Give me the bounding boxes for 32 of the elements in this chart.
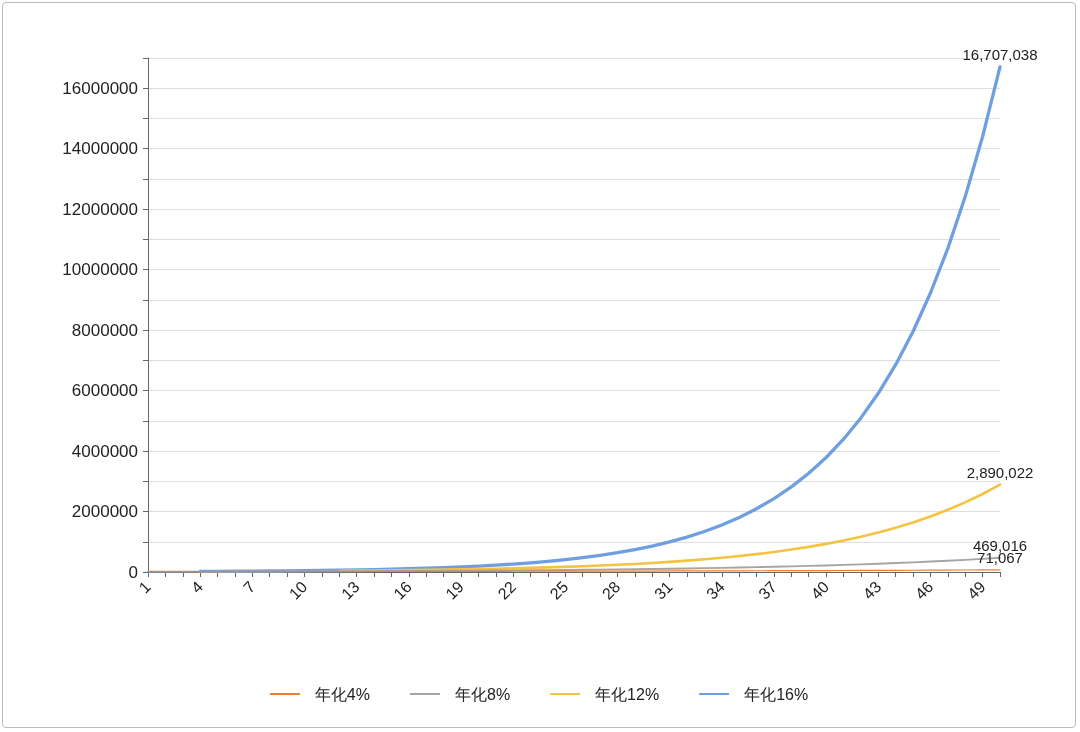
data-label: 2,890,022 — [966, 463, 1034, 481]
x-tick-label: 37 — [755, 577, 781, 603]
x-tick-label: 19 — [442, 577, 468, 603]
x-tick-label: 43 — [859, 577, 885, 603]
y-tick-label: 2000000 — [71, 502, 138, 522]
x-tick-label: 49 — [964, 577, 989, 603]
x-tick-label: 7 — [240, 577, 259, 597]
legend-label: 年化4% — [314, 685, 370, 703]
x-tick-label: 13 — [338, 577, 363, 603]
x-tick-label: 34 — [703, 577, 728, 603]
legend-label: 年化16% — [744, 685, 809, 703]
x-tick-label: 31 — [651, 577, 676, 603]
y-tick-label: 16000000 — [62, 78, 138, 98]
y-tick-label: 14000000 — [62, 139, 138, 159]
x-tick-label: 22 — [494, 577, 520, 603]
y-tick-label: 6000000 — [71, 381, 138, 401]
y-tick-label: 0 — [128, 562, 138, 582]
x-tick-label: 40 — [807, 577, 833, 603]
y-tick-label: 10000000 — [62, 260, 138, 280]
y-tick-label: 8000000 — [71, 320, 138, 340]
x-tick-label: 46 — [911, 577, 937, 603]
x-tick-label: 28 — [598, 577, 624, 603]
y-tick-label: 4000000 — [71, 441, 138, 461]
y-tick-label: 12000000 — [62, 199, 138, 219]
x-tick-label: 1 — [135, 577, 155, 597]
legend-label: 年化8% — [454, 685, 511, 703]
x-tick-label: 10 — [285, 577, 311, 603]
x-tick-label: 25 — [546, 577, 572, 603]
x-tick-label: 16 — [390, 577, 415, 603]
data-label: 16,707,038 — [962, 45, 1038, 63]
legend-label: 年化12% — [595, 685, 660, 703]
x-tick-label: 4 — [187, 577, 207, 597]
